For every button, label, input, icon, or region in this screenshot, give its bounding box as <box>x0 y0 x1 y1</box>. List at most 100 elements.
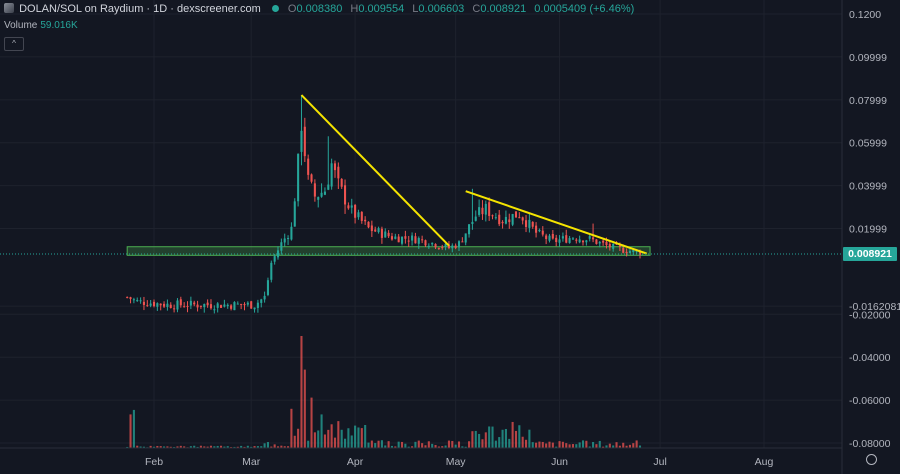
volume-bar <box>240 445 243 448</box>
volume-bar <box>233 446 236 448</box>
volume-bar <box>387 441 390 448</box>
candle-body <box>139 300 142 302</box>
trendline <box>465 190 648 255</box>
candle-body <box>612 243 615 249</box>
candle-body <box>374 229 377 232</box>
volume-bar <box>357 427 360 448</box>
volume-bar <box>508 438 511 448</box>
volume-bar <box>464 446 467 448</box>
candle-body <box>488 202 491 216</box>
candle-body <box>511 214 514 225</box>
candle-body <box>236 303 239 305</box>
volume-bar <box>216 445 219 448</box>
candle-body <box>270 262 273 280</box>
candle-body <box>179 299 182 306</box>
volume-bar <box>602 446 605 448</box>
volume-bar <box>360 428 363 448</box>
candle-body <box>166 303 169 308</box>
volume-bar <box>139 446 142 448</box>
candle-body <box>186 305 189 307</box>
chart-grid <box>0 0 842 448</box>
volume-bar <box>521 436 524 448</box>
candle-body <box>407 240 410 242</box>
gear-icon[interactable] <box>866 454 877 465</box>
volume-bar <box>491 426 494 448</box>
volume-bar <box>568 444 571 448</box>
candle-body <box>622 247 625 253</box>
candle-body <box>464 233 467 243</box>
volume-bar <box>156 445 159 448</box>
candle-body <box>424 240 427 246</box>
candle-body <box>608 243 611 248</box>
candle-body <box>531 221 534 227</box>
candle-body <box>307 158 310 175</box>
volume-bar <box>531 442 534 448</box>
candle-body <box>206 302 209 306</box>
candle-body <box>183 306 186 308</box>
volume-bar <box>367 442 370 448</box>
low-key: L <box>412 3 419 15</box>
volume-bar <box>638 445 642 448</box>
volume-bar <box>612 445 615 448</box>
candle-body <box>156 303 159 307</box>
last-price-tag: 0.008921 <box>843 247 897 261</box>
candle-body <box>484 203 487 215</box>
volume-bar <box>132 409 135 448</box>
dexscreener-logo-icon <box>4 3 14 13</box>
candle-body <box>437 247 440 249</box>
volume-bar <box>256 446 259 448</box>
volume-bar <box>176 446 179 448</box>
candle-body <box>635 250 638 252</box>
volume-bar <box>166 446 169 448</box>
candle-body <box>327 184 330 190</box>
volume-bar <box>142 446 145 448</box>
candle-body <box>290 226 293 240</box>
volume-bar <box>457 441 461 448</box>
volume-bar <box>558 441 561 448</box>
candle-body <box>481 207 484 215</box>
candle-body <box>256 302 259 308</box>
candle-body <box>196 304 199 308</box>
volume-bar <box>511 421 514 448</box>
volume-bar <box>484 432 487 448</box>
candle-body <box>337 166 340 179</box>
candle-body <box>380 228 383 238</box>
volume-legend: Volume 59.016K <box>4 20 78 31</box>
volume-bar <box>407 446 410 448</box>
candle-body <box>538 229 541 232</box>
volume-bar <box>380 440 383 448</box>
volume-bar <box>196 446 199 448</box>
open-key: O <box>287 3 297 15</box>
volume-bar <box>424 445 427 448</box>
volume-bar <box>588 446 591 448</box>
volume-bar <box>434 444 437 448</box>
candle-body <box>276 250 280 258</box>
candle-body <box>454 245 457 249</box>
volume-bar <box>219 445 223 448</box>
candle-body <box>347 205 350 209</box>
candle-body <box>219 305 223 308</box>
volume-bar <box>330 424 333 448</box>
time-tick-label: Jun <box>551 456 568 468</box>
trendline <box>300 94 450 247</box>
candle-body <box>243 304 246 306</box>
candle-body <box>340 178 343 187</box>
volume-bars <box>126 336 642 448</box>
volume-bar <box>478 433 481 448</box>
volume-bar <box>595 444 598 448</box>
volume-bar <box>394 446 397 448</box>
volume-bar <box>136 445 139 448</box>
volume-bar <box>280 445 283 448</box>
collapse-legend-button[interactable]: ^ <box>4 37 24 51</box>
volume-bar <box>189 446 192 448</box>
candle-body <box>223 304 226 307</box>
time-tick-label: Jul <box>653 456 666 468</box>
volume-bar <box>528 429 531 448</box>
price-tick-label: -0.02000 <box>849 309 891 321</box>
volume-bar <box>622 442 625 448</box>
chart-legend: DOLAN/SOL on Raydium · 1D · dexscreener.… <box>4 3 639 15</box>
time-axis: Feb Mar Apr May Jun Jul Aug <box>0 447 842 468</box>
candle-body <box>323 191 326 195</box>
candle-body <box>514 211 518 218</box>
